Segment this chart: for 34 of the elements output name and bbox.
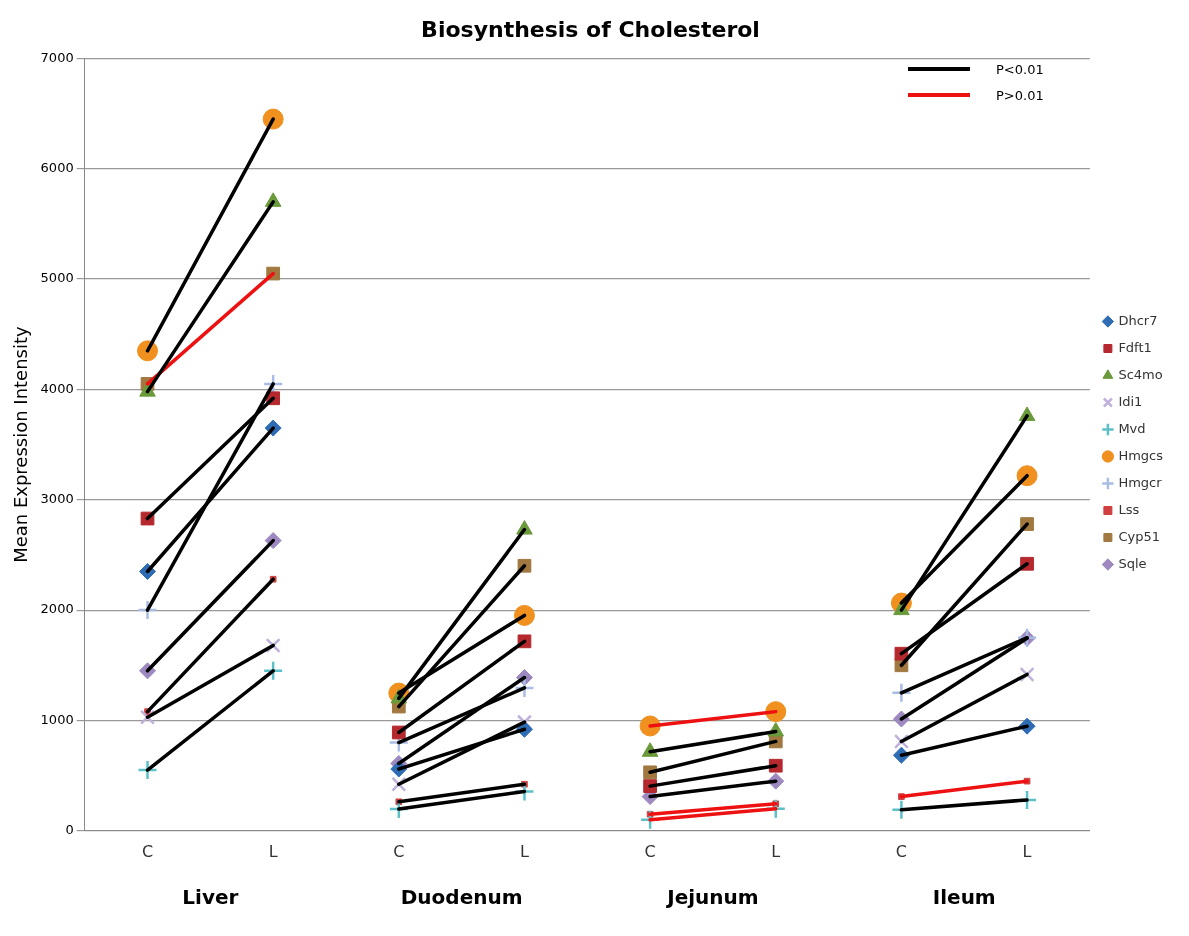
- y-tick-label: 1000: [40, 711, 74, 727]
- text: Liver: [182, 885, 239, 909]
- y-tick-label: 5000: [40, 270, 74, 286]
- y-tick-label: 4000: [40, 380, 74, 396]
- legend-label: Dhcr7: [1118, 312, 1158, 328]
- text: Duodenum: [400, 885, 523, 909]
- legend-label: Sc4mo: [1118, 366, 1163, 382]
- legend-label: Cyp51: [1118, 528, 1160, 544]
- legend-label: Fdft1: [1118, 339, 1152, 355]
- x-tick-label: L: [520, 841, 529, 861]
- x-tick-label: C: [393, 841, 405, 861]
- legend-label: Sqle: [1118, 555, 1147, 571]
- legend-label: Lss: [1118, 501, 1140, 517]
- text: Ileum: [932, 885, 996, 909]
- y-axis-title: Mean Expression Intensity: [10, 325, 32, 563]
- chart-title: Biosynthesis of Cholesterol: [421, 16, 760, 42]
- legend-label: Mvd: [1118, 420, 1146, 436]
- legend-label: P>0.01: [996, 87, 1044, 103]
- x-tick-label: L: [771, 841, 781, 861]
- legend-label: P<0.01: [996, 61, 1044, 77]
- legend-label: Hmgcs: [1118, 447, 1164, 463]
- x-tick-label: C: [644, 841, 656, 861]
- y-tick-label: 2000: [40, 601, 74, 617]
- legend-label: Hmgcr: [1118, 474, 1163, 490]
- y-tick-label: 7000: [40, 49, 74, 65]
- y-tick-label: 0: [65, 822, 74, 838]
- x-tick-label: C: [895, 841, 907, 861]
- legend-label: Idi1: [1118, 393, 1143, 409]
- y-tick-label: 6000: [40, 160, 74, 176]
- text: Jejunum: [665, 885, 759, 909]
- x-tick-label: L: [1022, 841, 1032, 861]
- x-tick-label: C: [141, 841, 154, 861]
- y-tick-label: 3000: [40, 491, 74, 507]
- x-tick-label: L: [268, 841, 278, 861]
